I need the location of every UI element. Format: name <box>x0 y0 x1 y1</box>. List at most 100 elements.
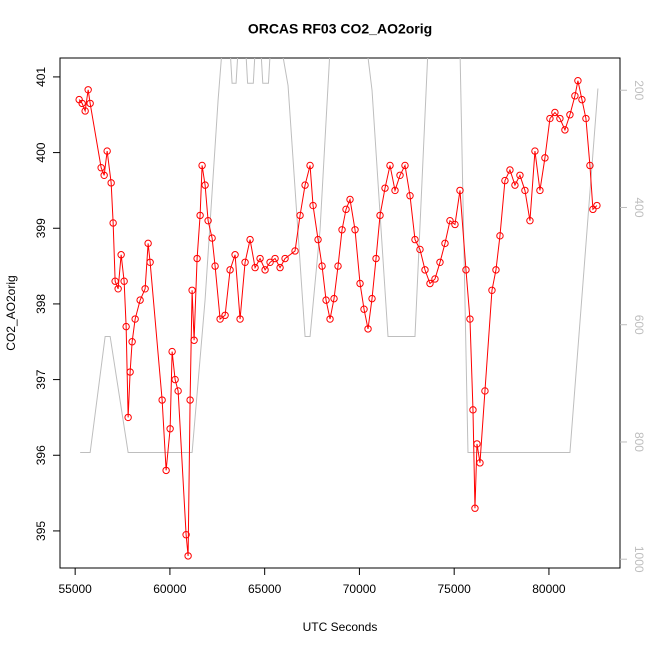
point <box>531 147 539 155</box>
point <box>511 181 519 189</box>
point <box>441 239 449 248</box>
point <box>100 171 108 179</box>
point <box>330 294 338 303</box>
point <box>126 368 134 376</box>
point <box>593 201 601 210</box>
point <box>488 286 496 294</box>
point <box>193 254 201 263</box>
point <box>114 285 122 293</box>
point <box>291 247 299 255</box>
point <box>182 531 190 539</box>
point <box>481 387 489 395</box>
point <box>231 251 239 259</box>
point <box>326 315 334 323</box>
point <box>97 164 105 172</box>
point <box>296 211 304 220</box>
point <box>120 277 128 285</box>
point <box>168 347 176 356</box>
point <box>109 219 117 227</box>
y-tick-label: 396 <box>34 445 48 465</box>
point <box>466 315 474 323</box>
x-tick-label: 70000 <box>343 582 377 596</box>
point <box>561 126 569 134</box>
point <box>356 279 364 288</box>
point <box>204 216 212 225</box>
point <box>124 413 132 422</box>
y2-tick-label: 400 <box>632 197 646 217</box>
point <box>401 161 409 170</box>
point <box>158 396 166 404</box>
series-line <box>78 80 598 556</box>
point <box>492 266 500 274</box>
point <box>84 86 92 94</box>
point <box>360 305 368 313</box>
point <box>476 459 484 467</box>
y2-tick-label: 600 <box>632 315 646 335</box>
point <box>322 296 330 304</box>
y-tick-label: 398 <box>34 294 48 314</box>
point <box>582 114 590 123</box>
x-tick-label: 60000 <box>153 582 187 596</box>
x-tick-label: 55000 <box>58 582 92 596</box>
point <box>416 245 424 254</box>
point <box>281 254 289 263</box>
point <box>276 263 284 272</box>
point <box>571 92 579 100</box>
y-axis-title: CO2_AO2orig <box>4 275 18 350</box>
point <box>574 77 582 85</box>
point <box>436 258 444 267</box>
point <box>144 239 152 248</box>
point <box>396 171 404 179</box>
point <box>128 338 136 346</box>
point <box>166 425 174 433</box>
point <box>201 181 209 189</box>
point <box>171 375 179 384</box>
point <box>188 286 196 294</box>
point <box>446 216 454 225</box>
point <box>251 263 259 272</box>
point <box>190 336 198 344</box>
point <box>342 205 350 214</box>
x-tick-label: 80000 <box>532 582 566 596</box>
point <box>184 552 192 560</box>
point <box>81 107 89 115</box>
y2-tick-label: 800 <box>632 432 646 452</box>
point <box>338 226 346 234</box>
point <box>521 186 529 195</box>
point <box>411 235 419 244</box>
point <box>122 322 130 331</box>
point <box>211 262 219 270</box>
point <box>506 166 514 174</box>
point <box>471 504 479 512</box>
plot-area <box>75 58 601 560</box>
point <box>266 258 274 267</box>
point <box>469 406 477 414</box>
x-axis-title: UTC Seconds <box>303 620 378 634</box>
point <box>546 114 554 123</box>
y2-tick-label: 1000 <box>632 546 646 573</box>
point <box>473 440 481 448</box>
point <box>541 154 549 162</box>
point <box>364 325 372 333</box>
point <box>551 108 559 117</box>
point <box>261 266 269 274</box>
point <box>107 179 115 187</box>
point <box>426 279 434 288</box>
point <box>368 294 376 303</box>
point <box>381 184 389 192</box>
x-tick-label: 75000 <box>437 582 471 596</box>
point <box>406 192 414 200</box>
point <box>216 315 224 323</box>
point <box>236 315 244 323</box>
point <box>309 201 317 210</box>
point <box>346 195 354 204</box>
point <box>111 277 119 285</box>
point <box>78 99 86 108</box>
point <box>589 205 597 214</box>
point <box>536 186 544 195</box>
point <box>221 311 229 319</box>
point <box>314 235 322 244</box>
y-tick-label: 401 <box>34 67 48 87</box>
